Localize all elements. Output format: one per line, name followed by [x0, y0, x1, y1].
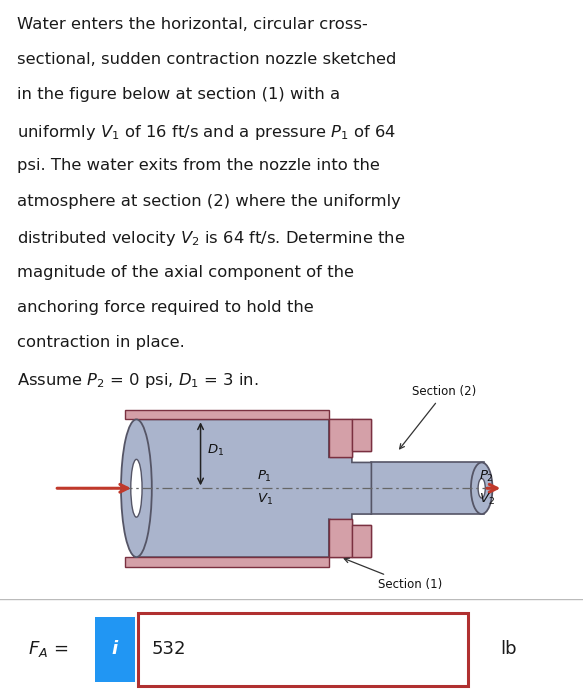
Text: $V_2$: $V_2$ — [479, 492, 495, 508]
Text: 532: 532 — [152, 640, 187, 658]
Bar — [125, 410, 329, 419]
Text: $P_1$: $P_1$ — [257, 469, 272, 484]
Text: magnitude of the axial component of the: magnitude of the axial component of the — [17, 265, 354, 279]
Ellipse shape — [478, 478, 485, 498]
Text: $P_2$: $P_2$ — [479, 469, 494, 484]
Text: contraction in place.: contraction in place. — [17, 335, 185, 351]
Polygon shape — [134, 419, 371, 557]
Text: i: i — [112, 640, 118, 658]
Text: psi. The water exits from the nozzle into the: psi. The water exits from the nozzle int… — [17, 158, 380, 174]
Text: lb: lb — [500, 640, 517, 658]
Bar — [134, 419, 329, 557]
Text: in the figure below at section (1) with a: in the figure below at section (1) with … — [17, 88, 340, 102]
Ellipse shape — [121, 419, 152, 557]
FancyBboxPatch shape — [95, 617, 135, 682]
Bar — [329, 419, 352, 457]
Text: anchoring force required to hold the: anchoring force required to hold the — [17, 300, 314, 315]
Text: Section (1): Section (1) — [344, 558, 442, 591]
Text: Assume $P_2$ = 0 psi, $D_1$ = 3 in.: Assume $P_2$ = 0 psi, $D_1$ = 3 in. — [17, 371, 259, 390]
Text: $V_1$: $V_1$ — [257, 492, 273, 508]
Text: Section (2): Section (2) — [399, 385, 477, 449]
Bar — [352, 526, 371, 557]
Text: atmosphere at section (2) where the uniformly: atmosphere at section (2) where the unif… — [17, 194, 401, 209]
Text: Water enters the horizontal, circular cross-: Water enters the horizontal, circular cr… — [17, 17, 368, 32]
Text: sectional, sudden contraction nozzle sketched: sectional, sudden contraction nozzle ske… — [17, 52, 397, 67]
Bar — [329, 419, 352, 457]
Bar — [371, 463, 484, 514]
Bar — [125, 557, 329, 567]
Bar — [329, 519, 352, 557]
Text: $D_1$: $D_1$ — [207, 443, 224, 458]
Bar — [329, 519, 352, 557]
Ellipse shape — [471, 463, 493, 514]
Text: $F_A$ =: $F_A$ = — [28, 639, 68, 659]
Text: uniformly $V_1$ of 16 ft/s and a pressure $P_1$ of 64: uniformly $V_1$ of 16 ft/s and a pressur… — [17, 123, 397, 142]
FancyBboxPatch shape — [138, 612, 468, 686]
Bar — [352, 419, 371, 451]
Ellipse shape — [131, 459, 142, 517]
Text: distributed velocity $V_2$ is 64 ft/s. Determine the: distributed velocity $V_2$ is 64 ft/s. D… — [17, 229, 406, 248]
Bar — [352, 526, 371, 557]
Bar — [352, 419, 371, 451]
